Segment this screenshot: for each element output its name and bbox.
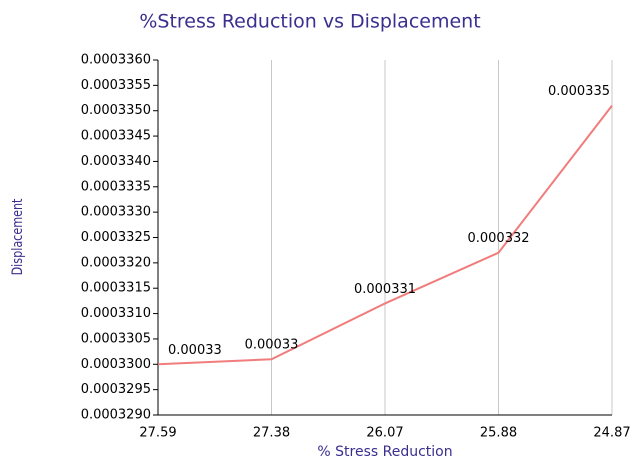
y-tick-label: 0.0003330 (81, 205, 151, 220)
y-tick-label: 0.0003290 (81, 408, 151, 423)
y-axis-label: Displacement (9, 199, 26, 276)
y-tick-label: 0.0003310 (81, 306, 151, 321)
y-tick-label: 0.0003305 (81, 331, 151, 346)
chart-title: %Stress Reduction vs Displacement (139, 11, 480, 33)
data-line (157, 105, 613, 366)
y-tick-label: 0.0003300 (81, 357, 151, 372)
y-tick-label: 0.0003320 (81, 255, 151, 270)
x-tick-label: 25.88 (480, 426, 517, 441)
y-tick-label: 0.0003355 (81, 78, 151, 93)
x-tick-label: 24.87 (593, 426, 630, 441)
data-label: 0.000335 (548, 84, 610, 99)
x-tick-label: 26.07 (366, 426, 403, 441)
y-tick-label: 0.0003345 (81, 129, 151, 144)
y-tick-label: 0.0003325 (81, 230, 151, 245)
x-tick-label: 27.38 (253, 426, 290, 441)
y-tick-label: 0.0003340 (81, 154, 151, 169)
data-label: 0.000332 (467, 231, 529, 246)
x-axis-label: % Stress Reduction (317, 444, 452, 459)
y-tick-label: 0.0003350 (81, 103, 151, 118)
data-label: 0.00033 (168, 343, 222, 358)
data-label: 0.00033 (245, 338, 299, 353)
y-tick-label: 0.0003360 (81, 53, 151, 68)
data-label: 0.000331 (354, 282, 416, 297)
y-tick-label: 0.0003295 (81, 382, 151, 397)
y-tick-label: 0.0003315 (81, 281, 151, 296)
y-tick-label: 0.0003335 (81, 179, 151, 194)
x-tick-label: 27.59 (139, 426, 176, 441)
